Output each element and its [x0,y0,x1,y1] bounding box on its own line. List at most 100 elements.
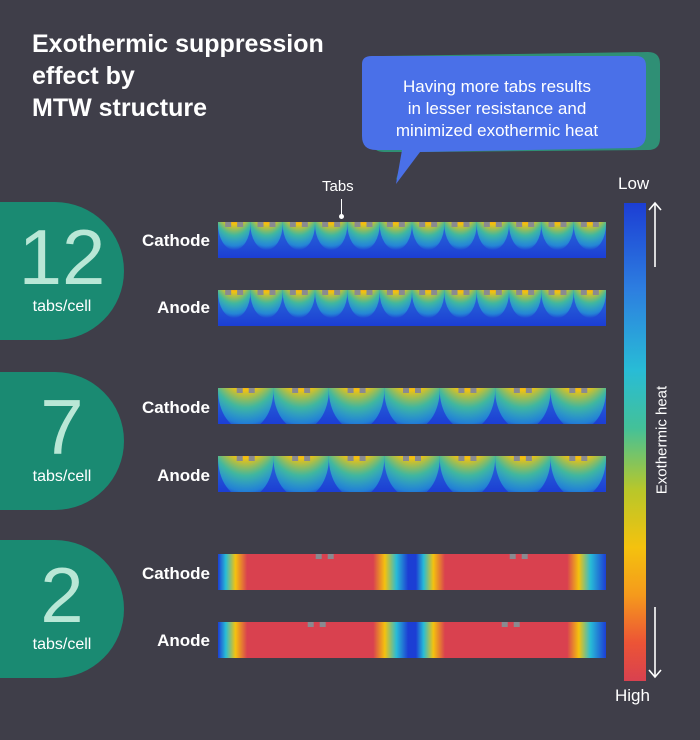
row-label-cathode: Cathode [142,564,210,583]
strip-background [218,290,606,326]
badge-2-tabs: 2 tabs/cell [0,540,124,678]
tab-marker [236,388,243,393]
heat-spot [347,222,380,250]
heat-spot [328,388,385,424]
heat-strip-12-cathode [218,222,606,258]
heat-spot [328,456,385,492]
heat-spot [444,222,477,250]
tab-marker [269,290,276,295]
tab-marker [463,290,470,295]
tab-marker [386,222,393,227]
tab-marker [592,290,599,295]
heat-spot [573,290,606,318]
tab-marker [354,222,361,227]
tab-marker [470,456,477,461]
tab-marker [301,222,308,227]
tab-marker [470,388,477,393]
tab-marker [415,456,421,461]
tab-marker [292,388,299,393]
heat-spot [218,222,251,250]
tab-marker [347,388,354,393]
callout-text: Having more tabs results in lesser resis… [395,77,599,140]
strip-heat-bands [218,554,606,590]
tab-marker [548,290,555,295]
callout-bubble [362,52,660,184]
heat-spot [439,456,496,492]
heat-spot [550,388,606,424]
heat-color-scale [624,203,646,681]
heat-spot [541,290,574,318]
tab-marker [495,222,502,227]
heat-spot [476,290,509,318]
heat-spot [250,290,283,318]
heat-spot [444,290,477,318]
scale-high-label: High [615,686,650,705]
tab-marker [483,222,490,227]
tab-marker [560,290,567,295]
tab-marker [289,290,296,295]
heat-spot [282,222,315,250]
tab-count: 7 [40,383,84,471]
tab-marker [225,290,232,295]
tab-marker [327,554,334,559]
tab-marker [516,222,523,227]
tab-marker [248,456,255,461]
row-label-anode: Anode [157,466,210,485]
tabs-pointer-line [341,199,342,215]
tab-marker [451,290,458,295]
tab-marker [366,222,373,227]
tab-marker [419,222,426,227]
arrow-down-icon [648,607,662,679]
tab-marker [501,622,508,627]
tab-count: 2 [40,551,84,639]
heat-spot [439,388,496,424]
heat-spot [218,388,274,424]
tab-marker [513,388,520,393]
tab-marker [237,290,244,295]
heat-spot [347,290,380,318]
heat-spot [273,456,329,492]
tab-marker [569,456,576,461]
heat-spot [412,290,445,318]
tab-marker [513,622,520,627]
tab-marker [528,222,535,227]
tab-marker [431,290,438,295]
tab-marker [366,290,373,295]
tab-marker [225,222,232,227]
heat-spot [315,290,348,318]
tab-marker [525,456,532,461]
tab-marker [580,290,587,295]
tab-marker [509,554,516,559]
tab-marker [248,388,255,393]
tab-marker [354,290,361,295]
tab-unit: tabs/cell [32,636,92,653]
tab-marker [304,456,311,461]
heat-spot [379,222,412,250]
tab-marker [292,456,299,461]
tab-marker [463,222,470,227]
tab-marker [257,290,264,295]
tab-marker [236,456,243,461]
heat-strip-7-anode [218,456,606,492]
tab-marker [322,290,329,295]
tab-marker [257,222,264,227]
tab-marker [581,388,588,393]
tab-unit: tabs/cell [32,468,92,485]
tab-marker [483,290,490,295]
tab-marker [398,290,405,295]
heat-strip-2-anode [218,622,606,658]
heat-spot [218,456,274,492]
tab-marker [398,222,405,227]
heat-spot [495,456,551,492]
badge-12-tabs: 12 tabs/cell [0,202,124,340]
tab-marker [359,388,366,393]
tab-marker [304,388,311,393]
heat-spot [509,222,542,250]
tab-marker [322,222,329,227]
tab-marker [319,622,326,627]
tab-marker [307,622,314,627]
tab-marker [521,554,528,559]
heat-spot [273,388,329,424]
heat-spot [384,456,440,492]
tab-unit: tabs/cell [32,298,92,315]
